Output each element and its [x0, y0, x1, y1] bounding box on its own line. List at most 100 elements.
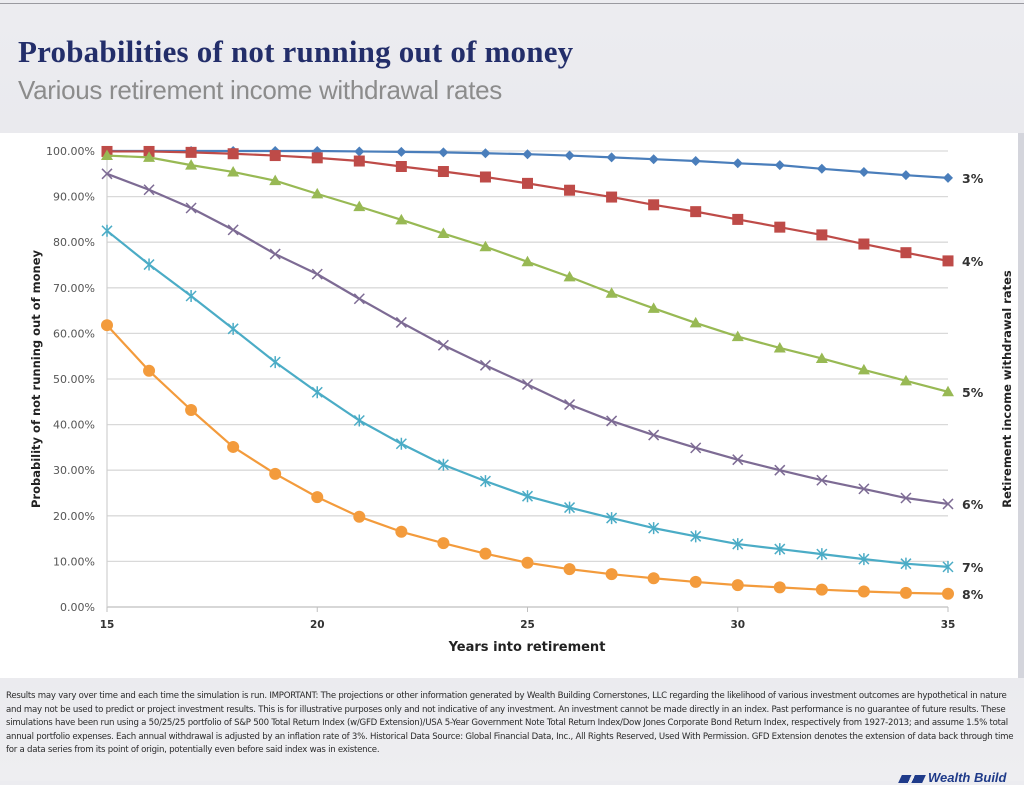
data-point — [437, 537, 450, 550]
data-point — [816, 163, 827, 174]
data-point — [732, 213, 744, 225]
y-tick-label: 80.00% — [53, 236, 95, 249]
data-point — [143, 364, 156, 377]
series-end-labels: 3% 4% 5% 6% 7% 8% — [962, 171, 984, 602]
data-point — [774, 464, 786, 476]
data-point — [564, 184, 576, 196]
chart-panel — [0, 133, 1018, 678]
data-point — [606, 415, 618, 427]
data-point — [647, 572, 660, 585]
series-group — [101, 145, 954, 600]
data-point — [227, 224, 239, 236]
data-point — [227, 322, 239, 335]
line-chart: 0.00% 10.00% 20.00% 30.00% 40.00% 50.00% 60.00… — [29, 145, 1014, 655]
data-point — [143, 151, 156, 162]
series-end-label: 3% — [962, 171, 984, 186]
data-point — [227, 165, 240, 177]
data-point — [899, 374, 912, 386]
data-point — [690, 206, 702, 218]
data-point — [648, 522, 660, 535]
series-line — [106, 229, 949, 568]
data-point — [774, 221, 786, 233]
series-line — [106, 172, 949, 506]
data-point — [143, 258, 155, 271]
data-point — [943, 172, 953, 183]
data-point — [479, 547, 492, 560]
data-point — [857, 585, 870, 598]
data-point — [311, 491, 324, 504]
y-axis-ticks: 0.00% 10.00% 20.00% 30.00% 40.00% 50.00% 60.00… — [46, 145, 95, 614]
data-point — [690, 530, 702, 543]
data-point — [942, 587, 954, 600]
series-end-label: 6% — [962, 497, 984, 512]
data-point — [395, 316, 407, 328]
data-point — [522, 149, 533, 160]
y-tick-label: 20.00% — [53, 510, 95, 523]
series-6pct — [101, 168, 954, 510]
data-point — [479, 240, 492, 252]
data-point — [900, 247, 912, 259]
data-point — [311, 152, 323, 164]
data-point — [396, 146, 407, 157]
data-point — [269, 467, 282, 480]
data-point — [606, 152, 617, 163]
data-point — [395, 161, 407, 173]
data-point — [689, 575, 702, 588]
data-point — [521, 556, 534, 569]
series-7pct — [101, 224, 954, 573]
data-point — [227, 148, 239, 160]
y-tick-label: 70.00% — [53, 282, 95, 295]
data-point — [185, 159, 198, 170]
x-tick-label: 30 — [730, 619, 745, 631]
data-point — [479, 171, 491, 183]
data-point — [353, 293, 365, 305]
series-end-label: 8% — [962, 587, 984, 602]
series-4pct — [101, 145, 954, 267]
x-tick-label: 25 — [520, 619, 535, 631]
data-point — [353, 510, 366, 523]
data-point — [521, 378, 534, 391]
data-point — [774, 543, 786, 556]
series-end-label: 7% — [962, 560, 984, 575]
data-point — [942, 560, 954, 573]
y-tick-label: 40.00% — [53, 419, 95, 432]
x-tick-label: 15 — [100, 619, 115, 631]
data-point — [690, 156, 701, 167]
y-tick-label: 60.00% — [53, 327, 95, 340]
data-point — [438, 147, 449, 158]
data-point — [900, 557, 912, 570]
data-point — [858, 483, 870, 495]
gridlines — [106, 150, 948, 608]
data-point — [395, 525, 408, 538]
data-point — [101, 224, 113, 237]
data-point — [564, 399, 576, 411]
data-point — [311, 386, 323, 399]
data-point — [101, 168, 113, 180]
data-point — [731, 579, 744, 592]
data-point — [101, 319, 113, 332]
data-point — [437, 227, 450, 239]
y-tick-label: 90.00% — [53, 191, 95, 204]
data-point — [185, 146, 197, 158]
logo-icon — [898, 774, 926, 783]
data-point — [732, 454, 744, 466]
data-point — [521, 490, 534, 503]
data-point — [732, 538, 744, 551]
data-point — [816, 229, 828, 241]
data-point — [353, 414, 365, 427]
data-point — [521, 255, 534, 267]
data-point — [395, 213, 408, 225]
series-5pct — [101, 149, 954, 397]
data-point — [479, 359, 491, 371]
data-point — [648, 199, 660, 211]
data-point — [815, 583, 828, 596]
data-point — [101, 149, 113, 161]
y-tick-label: 30.00% — [53, 464, 95, 477]
x-tick-label: 35 — [941, 619, 956, 631]
data-point — [900, 170, 911, 181]
data-point — [647, 302, 660, 313]
data-point — [353, 200, 366, 212]
data-point — [437, 166, 449, 178]
data-point — [605, 568, 618, 581]
slide-title: Probabilities of not running out of mone… — [18, 34, 574, 69]
